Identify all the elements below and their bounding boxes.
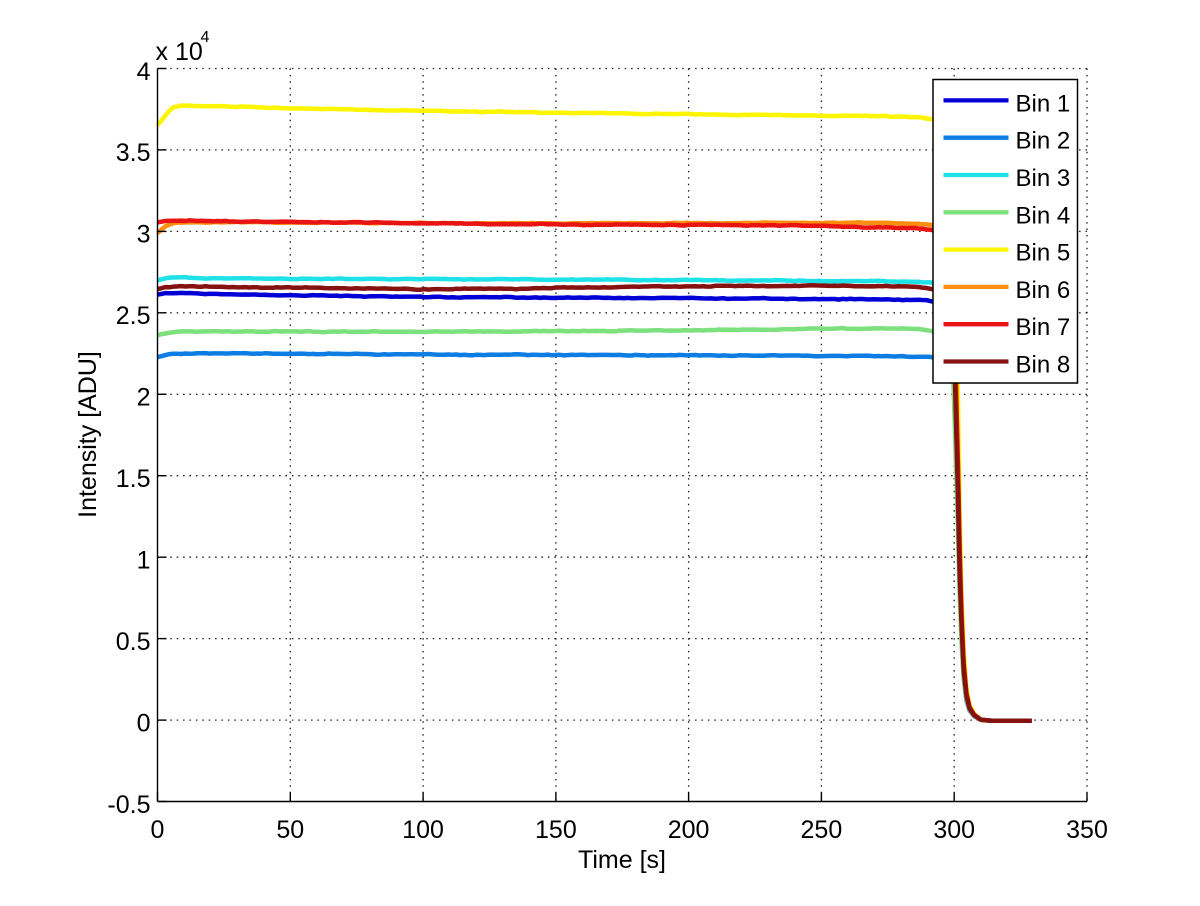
svg-text:50: 50	[276, 816, 304, 844]
svg-text:350: 350	[1066, 816, 1108, 844]
svg-text:Bin 1: Bin 1	[1016, 90, 1071, 117]
svg-text:4: 4	[137, 58, 151, 86]
svg-text:1.5: 1.5	[116, 465, 151, 493]
svg-text:Bin 8: Bin 8	[1016, 352, 1071, 379]
svg-text:4: 4	[201, 29, 210, 46]
svg-text:150: 150	[535, 816, 577, 844]
svg-text:Bin 2: Bin 2	[1016, 128, 1071, 155]
svg-text:Bin 5: Bin 5	[1016, 240, 1071, 267]
svg-text:2: 2	[137, 384, 151, 412]
svg-text:0.5: 0.5	[116, 628, 151, 656]
svg-text:Time [s]: Time [s]	[578, 846, 666, 874]
svg-text:x 10: x 10	[156, 38, 203, 66]
svg-text:Bin 6: Bin 6	[1016, 277, 1071, 304]
svg-text:Bin 4: Bin 4	[1016, 202, 1071, 229]
svg-text:0: 0	[151, 816, 165, 844]
svg-text:2.5: 2.5	[116, 302, 151, 330]
svg-text:1: 1	[137, 547, 151, 575]
svg-text:Bin 7: Bin 7	[1016, 314, 1071, 341]
svg-text:200: 200	[668, 816, 710, 844]
svg-text:250: 250	[801, 816, 843, 844]
svg-text:Intensity [ADU]: Intensity [ADU]	[74, 351, 102, 518]
svg-text:0: 0	[137, 709, 151, 737]
svg-text:3: 3	[137, 221, 151, 249]
svg-text:-0.5: -0.5	[107, 791, 150, 819]
svg-text:Bin 3: Bin 3	[1016, 165, 1071, 192]
svg-text:100: 100	[402, 816, 444, 844]
svg-text:300: 300	[933, 816, 975, 844]
svg-text:3.5: 3.5	[116, 139, 151, 167]
